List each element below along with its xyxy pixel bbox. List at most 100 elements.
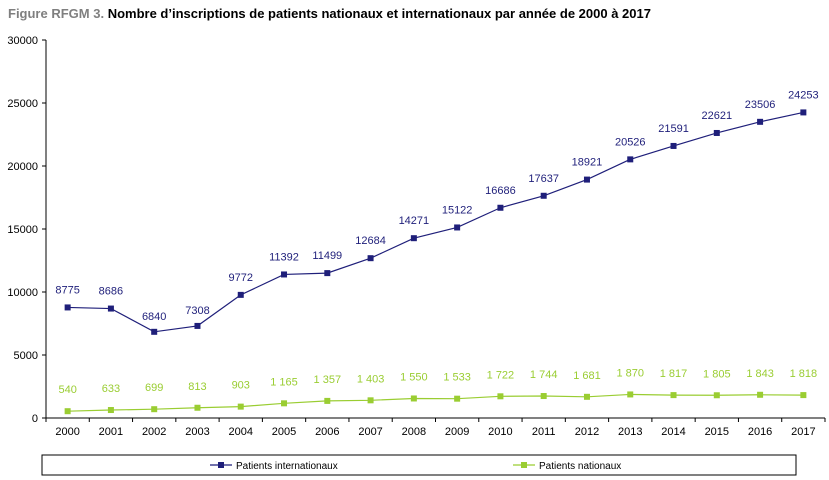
data-point — [670, 142, 677, 149]
x-tick-label: 2016 — [748, 426, 772, 438]
data-label: 24253 — [788, 89, 819, 101]
legend-label: Patients internationaux — [236, 461, 338, 472]
x-tick-label: 2014 — [661, 426, 685, 438]
data-point — [713, 129, 720, 136]
data-label: 1 805 — [703, 368, 731, 380]
y-tick-label: 25000 — [7, 98, 38, 110]
data-label: 7308 — [185, 305, 209, 317]
data-point — [713, 392, 720, 399]
data-label: 1 357 — [314, 374, 342, 386]
data-label: 1 818 — [790, 368, 818, 380]
y-tick-label: 0 — [32, 413, 38, 425]
data-point — [107, 407, 114, 414]
x-tick-label: 2007 — [358, 426, 382, 438]
data-label: 1 722 — [487, 369, 515, 381]
data-label: 8686 — [99, 286, 123, 298]
data-point — [237, 291, 244, 298]
data-point — [367, 397, 374, 404]
data-point — [627, 156, 634, 163]
data-point — [454, 395, 461, 402]
data-label: 16686 — [485, 185, 516, 197]
data-label: 17637 — [528, 173, 559, 185]
data-label: 1 165 — [270, 376, 298, 388]
x-tick-label: 2010 — [488, 426, 512, 438]
data-label: 21591 — [658, 123, 689, 135]
y-tick-label: 15000 — [7, 224, 38, 236]
data-point — [324, 397, 331, 404]
data-label: 22621 — [702, 110, 733, 122]
data-label: 699 — [145, 382, 163, 394]
data-label: 540 — [58, 384, 76, 396]
data-label: 20526 — [615, 136, 646, 148]
data-point — [64, 304, 71, 311]
data-point — [367, 255, 374, 262]
data-point — [324, 270, 331, 277]
data-point — [107, 305, 114, 312]
data-label: 11392 — [269, 251, 299, 263]
data-point — [800, 109, 807, 116]
y-tick-label: 10000 — [7, 287, 38, 299]
data-label: 1 744 — [530, 369, 558, 381]
data-label: 1 870 — [616, 367, 644, 379]
data-label: 1 681 — [573, 370, 601, 382]
data-point — [800, 392, 807, 399]
x-tick-label: 2002 — [142, 426, 166, 438]
legend-box — [41, 454, 797, 476]
y-tick-label: 20000 — [7, 161, 38, 173]
data-label: 8775 — [55, 284, 79, 296]
chart-title: Figure RFGM 3. Nombre d’inscriptions de … — [8, 6, 651, 21]
data-label: 11499 — [312, 250, 342, 262]
data-label: 12684 — [355, 235, 386, 247]
data-point — [540, 393, 547, 400]
legend-label: Patients nationaux — [539, 461, 621, 472]
data-label: 15122 — [442, 204, 473, 216]
legend-marker — [218, 462, 224, 468]
series-line-nationaux — [67, 393, 804, 412]
data-label: 6840 — [142, 311, 166, 323]
data-point — [670, 392, 677, 399]
data-point — [497, 204, 504, 211]
x-tick-label: 2003 — [185, 426, 209, 438]
x-tick-label: 2013 — [618, 426, 642, 438]
data-point — [454, 224, 461, 231]
x-tick-label: 2006 — [315, 426, 339, 438]
data-point — [281, 400, 288, 407]
x-tick-label: 2008 — [402, 426, 426, 438]
data-label: 23506 — [745, 99, 776, 111]
x-tick-label: 2012 — [575, 426, 599, 438]
data-point — [627, 391, 634, 398]
data-label: 1 550 — [400, 371, 428, 383]
x-tick-label: 2000 — [55, 426, 79, 438]
data-label: 1 403 — [357, 373, 385, 385]
data-label: 18921 — [572, 157, 603, 169]
data-label: 633 — [102, 383, 120, 395]
data-point — [410, 395, 417, 402]
figure-title-text: Nombre d’inscriptions de patients nation… — [107, 6, 651, 21]
data-point — [281, 271, 288, 278]
data-point — [194, 322, 201, 329]
y-tick-label: 30000 — [7, 35, 38, 47]
x-tick-label: 2005 — [272, 426, 296, 438]
y-tick-label: 5000 — [14, 350, 38, 362]
data-point — [583, 393, 590, 400]
data-label: 1 817 — [660, 368, 688, 380]
data-point — [540, 192, 547, 199]
legend-marker — [521, 462, 527, 468]
data-label: 9772 — [229, 272, 253, 284]
x-tick-label: 2001 — [99, 426, 123, 438]
series-line-internationaux — [67, 111, 804, 333]
data-point — [237, 403, 244, 410]
data-point — [64, 408, 71, 415]
data-label: 813 — [188, 381, 206, 393]
x-tick-label: 2015 — [705, 426, 729, 438]
data-label: 903 — [232, 380, 250, 392]
data-point — [583, 176, 590, 183]
data-point — [757, 118, 764, 125]
data-point — [410, 235, 417, 242]
data-label: 14271 — [399, 215, 430, 227]
data-point — [194, 404, 201, 411]
data-point — [497, 393, 504, 400]
data-point — [757, 391, 764, 398]
data-point — [151, 328, 158, 335]
